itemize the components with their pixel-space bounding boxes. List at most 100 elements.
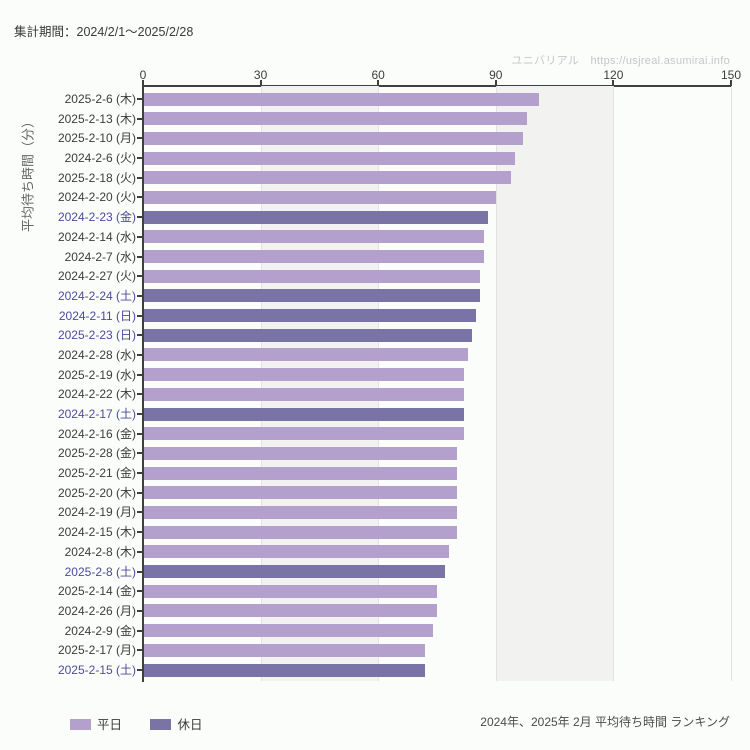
- y-axis-line: [142, 85, 144, 682]
- holiday-bar: [144, 289, 481, 303]
- weekday-bar: [144, 604, 437, 618]
- bar-row-label: 2024-2-16 (金): [57, 426, 136, 441]
- bar-row-label: 2024-2-23 (金): [57, 210, 136, 225]
- weekday-bar: [144, 269, 481, 283]
- bar-row-label: 2024-2-9 (金): [64, 623, 136, 638]
- axis-tick: [377, 80, 380, 86]
- legend-label-weekday: 平日: [97, 718, 123, 732]
- weekday-bar: [144, 387, 465, 401]
- bar-row-label: 2024-2-15 (木): [57, 525, 136, 540]
- row-tick: [137, 275, 142, 278]
- bar-row-label: 2024-2-6 (火): [64, 151, 136, 166]
- weekday-bar: [144, 250, 485, 264]
- row-tick: [137, 590, 142, 593]
- row-tick: [137, 491, 142, 494]
- bar-row-label: 2024-2-8 (木): [64, 544, 136, 559]
- bar-row-label: 2025-2-10 (月): [57, 131, 136, 146]
- holiday-bar: [144, 407, 465, 421]
- grid-line: [260, 86, 262, 681]
- bar-row-label: 2025-2-20 (木): [57, 485, 136, 500]
- bar-row-label: 2024-2-27 (火): [57, 269, 136, 284]
- weekday-bar: [144, 525, 457, 539]
- row-tick: [137, 157, 142, 160]
- grid-band: [260, 86, 379, 681]
- holiday-bar: [144, 309, 477, 323]
- row-tick: [137, 609, 142, 612]
- row-tick: [137, 216, 142, 219]
- weekday-bar: [144, 446, 457, 460]
- weekday-bar: [144, 466, 457, 480]
- weekday-bar: [144, 190, 496, 204]
- weekday-bar: [144, 368, 465, 382]
- bar-row-label: 2025-2-28 (金): [57, 446, 136, 461]
- watermark: ユニバリアル https://usjreal.asumirai.info: [511, 55, 730, 67]
- bar-row-label: 2024-2-24 (土): [57, 288, 136, 303]
- grid-line: [378, 86, 380, 681]
- weekday-bar: [144, 348, 469, 362]
- bar-row-label: 2024-2-7 (水): [64, 249, 136, 264]
- weekday-bar: [144, 230, 485, 244]
- grid-band: [495, 86, 614, 681]
- row-tick: [137, 334, 142, 337]
- holiday-bar: [144, 328, 473, 342]
- legend-item-weekday: 平日: [70, 714, 122, 734]
- report-period-title: 集計期間：2024/2/1～2025/2/28: [14, 25, 194, 39]
- legend-swatch-weekday: [70, 719, 91, 730]
- legend-item-holiday: 休日: [150, 714, 202, 734]
- bar-row-label: 2024-2-17 (土): [57, 407, 136, 422]
- bar-row-label: 2025-2-18 (火): [57, 170, 136, 185]
- holiday-bar: [144, 663, 426, 677]
- axis-tick: [259, 80, 262, 86]
- row-tick: [137, 413, 142, 416]
- grid-line: [613, 86, 615, 681]
- axis-tick-label: 120: [603, 68, 624, 82]
- row-tick: [137, 531, 142, 534]
- row-tick: [137, 432, 142, 435]
- row-tick: [137, 649, 142, 652]
- weekday-bar: [144, 131, 524, 145]
- row-tick: [137, 235, 142, 238]
- legend-label-holiday: 休日: [177, 718, 203, 732]
- x-axis-line: [142, 85, 732, 87]
- bar-row-label: 2024-2-26 (月): [57, 603, 136, 618]
- axis-tick: [142, 80, 144, 86]
- row-tick: [137, 511, 142, 514]
- chart-caption: 2024年、2025年 2月 平均待ち時間 ランキング: [480, 715, 730, 729]
- row-tick: [137, 353, 142, 356]
- grid-line: [731, 86, 732, 681]
- row-tick: [137, 669, 142, 671]
- weekday-bar: [144, 505, 457, 519]
- row-tick: [137, 629, 142, 632]
- row-tick: [137, 137, 142, 140]
- weekday-bar: [144, 624, 434, 638]
- weekday-bar: [144, 151, 516, 165]
- bar-row-label: 2024-2-19 (月): [57, 505, 136, 520]
- bar-row-label: 2025-2-23 (日): [57, 328, 136, 343]
- axis-tick-label: 30: [253, 68, 268, 82]
- row-tick: [137, 176, 142, 179]
- holiday-bar: [144, 210, 488, 224]
- weekday-bar: [144, 486, 457, 500]
- bar-row-label: 2025-2-17 (月): [57, 643, 136, 658]
- row-tick: [137, 452, 142, 455]
- row-tick: [137, 570, 142, 573]
- bar-row-label: 2024-2-14 (水): [57, 229, 136, 244]
- row-tick: [137, 255, 142, 258]
- weekday-bar: [144, 171, 512, 185]
- row-tick: [137, 373, 142, 376]
- bar-row-label: 2024-2-22 (木): [57, 387, 136, 402]
- weekday-bar: [144, 427, 465, 441]
- bar-row-label: 2024-2-28 (水): [57, 347, 136, 362]
- bar-row-label: 2024-2-11 (日): [58, 308, 136, 323]
- row-tick: [137, 98, 142, 100]
- axis-tick-label: 0: [139, 68, 147, 82]
- row-tick: [137, 472, 142, 475]
- weekday-bar: [144, 545, 449, 559]
- row-tick: [137, 393, 142, 396]
- row-tick: [137, 117, 142, 120]
- bar-row-label: 2025-2-21 (金): [57, 466, 136, 481]
- bar-row-label: 2025-2-14 (金): [57, 584, 136, 599]
- bar-row-label: 2025-2-15 (土): [57, 663, 136, 677]
